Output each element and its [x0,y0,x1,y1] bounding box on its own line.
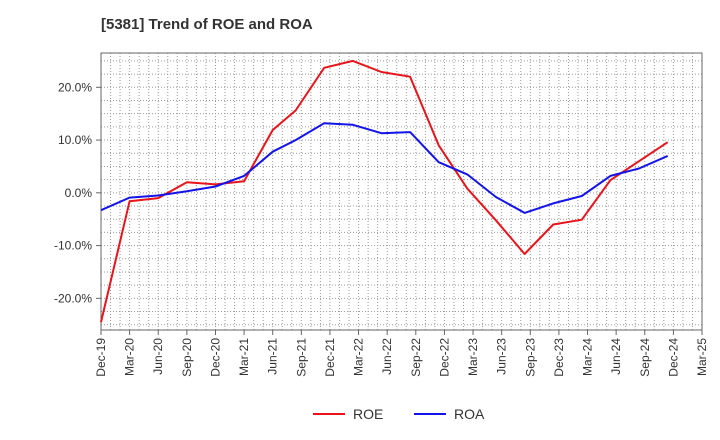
x-tick-label: Sep-24 [638,338,652,377]
x-tick-label: Jun-21 [266,338,280,375]
x-tick-label: Jun-22 [380,338,394,375]
series-line-roa [100,122,669,214]
plot-border [100,52,703,331]
x-tick-label: Mar-21 [237,338,251,376]
x-tick-label: Sep-23 [523,338,537,377]
x-tick-label: Dec-19 [94,338,108,377]
x-tick-label: Mar-24 [581,338,595,376]
y-tick-label: -10.0% [54,239,92,253]
x-tick-label: Sep-21 [294,338,308,377]
legend-label-roa: ROA [454,406,485,422]
x-tick-label: Dec-21 [323,338,337,377]
x-tick-label: Jun-20 [151,338,165,375]
x-tick-label: Dec-20 [208,338,222,377]
x-tick-label: Jun-24 [609,338,623,375]
y-tick-label: -20.0% [54,291,92,305]
x-tick-label: Dec-23 [552,338,566,377]
x-tick-label: Mar-20 [123,338,137,376]
x-tick-label: Mar-25 [695,338,709,376]
legend-label-roe: ROE [353,406,383,422]
x-tick-label: Mar-23 [466,338,480,376]
x-tick-label: Mar-22 [352,338,366,376]
x-tick-label: Dec-24 [666,338,680,377]
y-tick-label: 20.0% [58,80,92,94]
y-tick-label: 0.0% [65,186,93,200]
chart-title: [5381] Trend of ROE and ROA [101,16,313,33]
x-tick-label: Sep-22 [409,338,423,377]
series-line-roe [100,59,669,323]
x-tick-label: Sep-20 [180,338,194,377]
y-tick-label: 10.0% [58,133,92,147]
x-tick-label: Dec-22 [437,338,451,377]
x-tick-label: Jun-23 [495,338,509,375]
